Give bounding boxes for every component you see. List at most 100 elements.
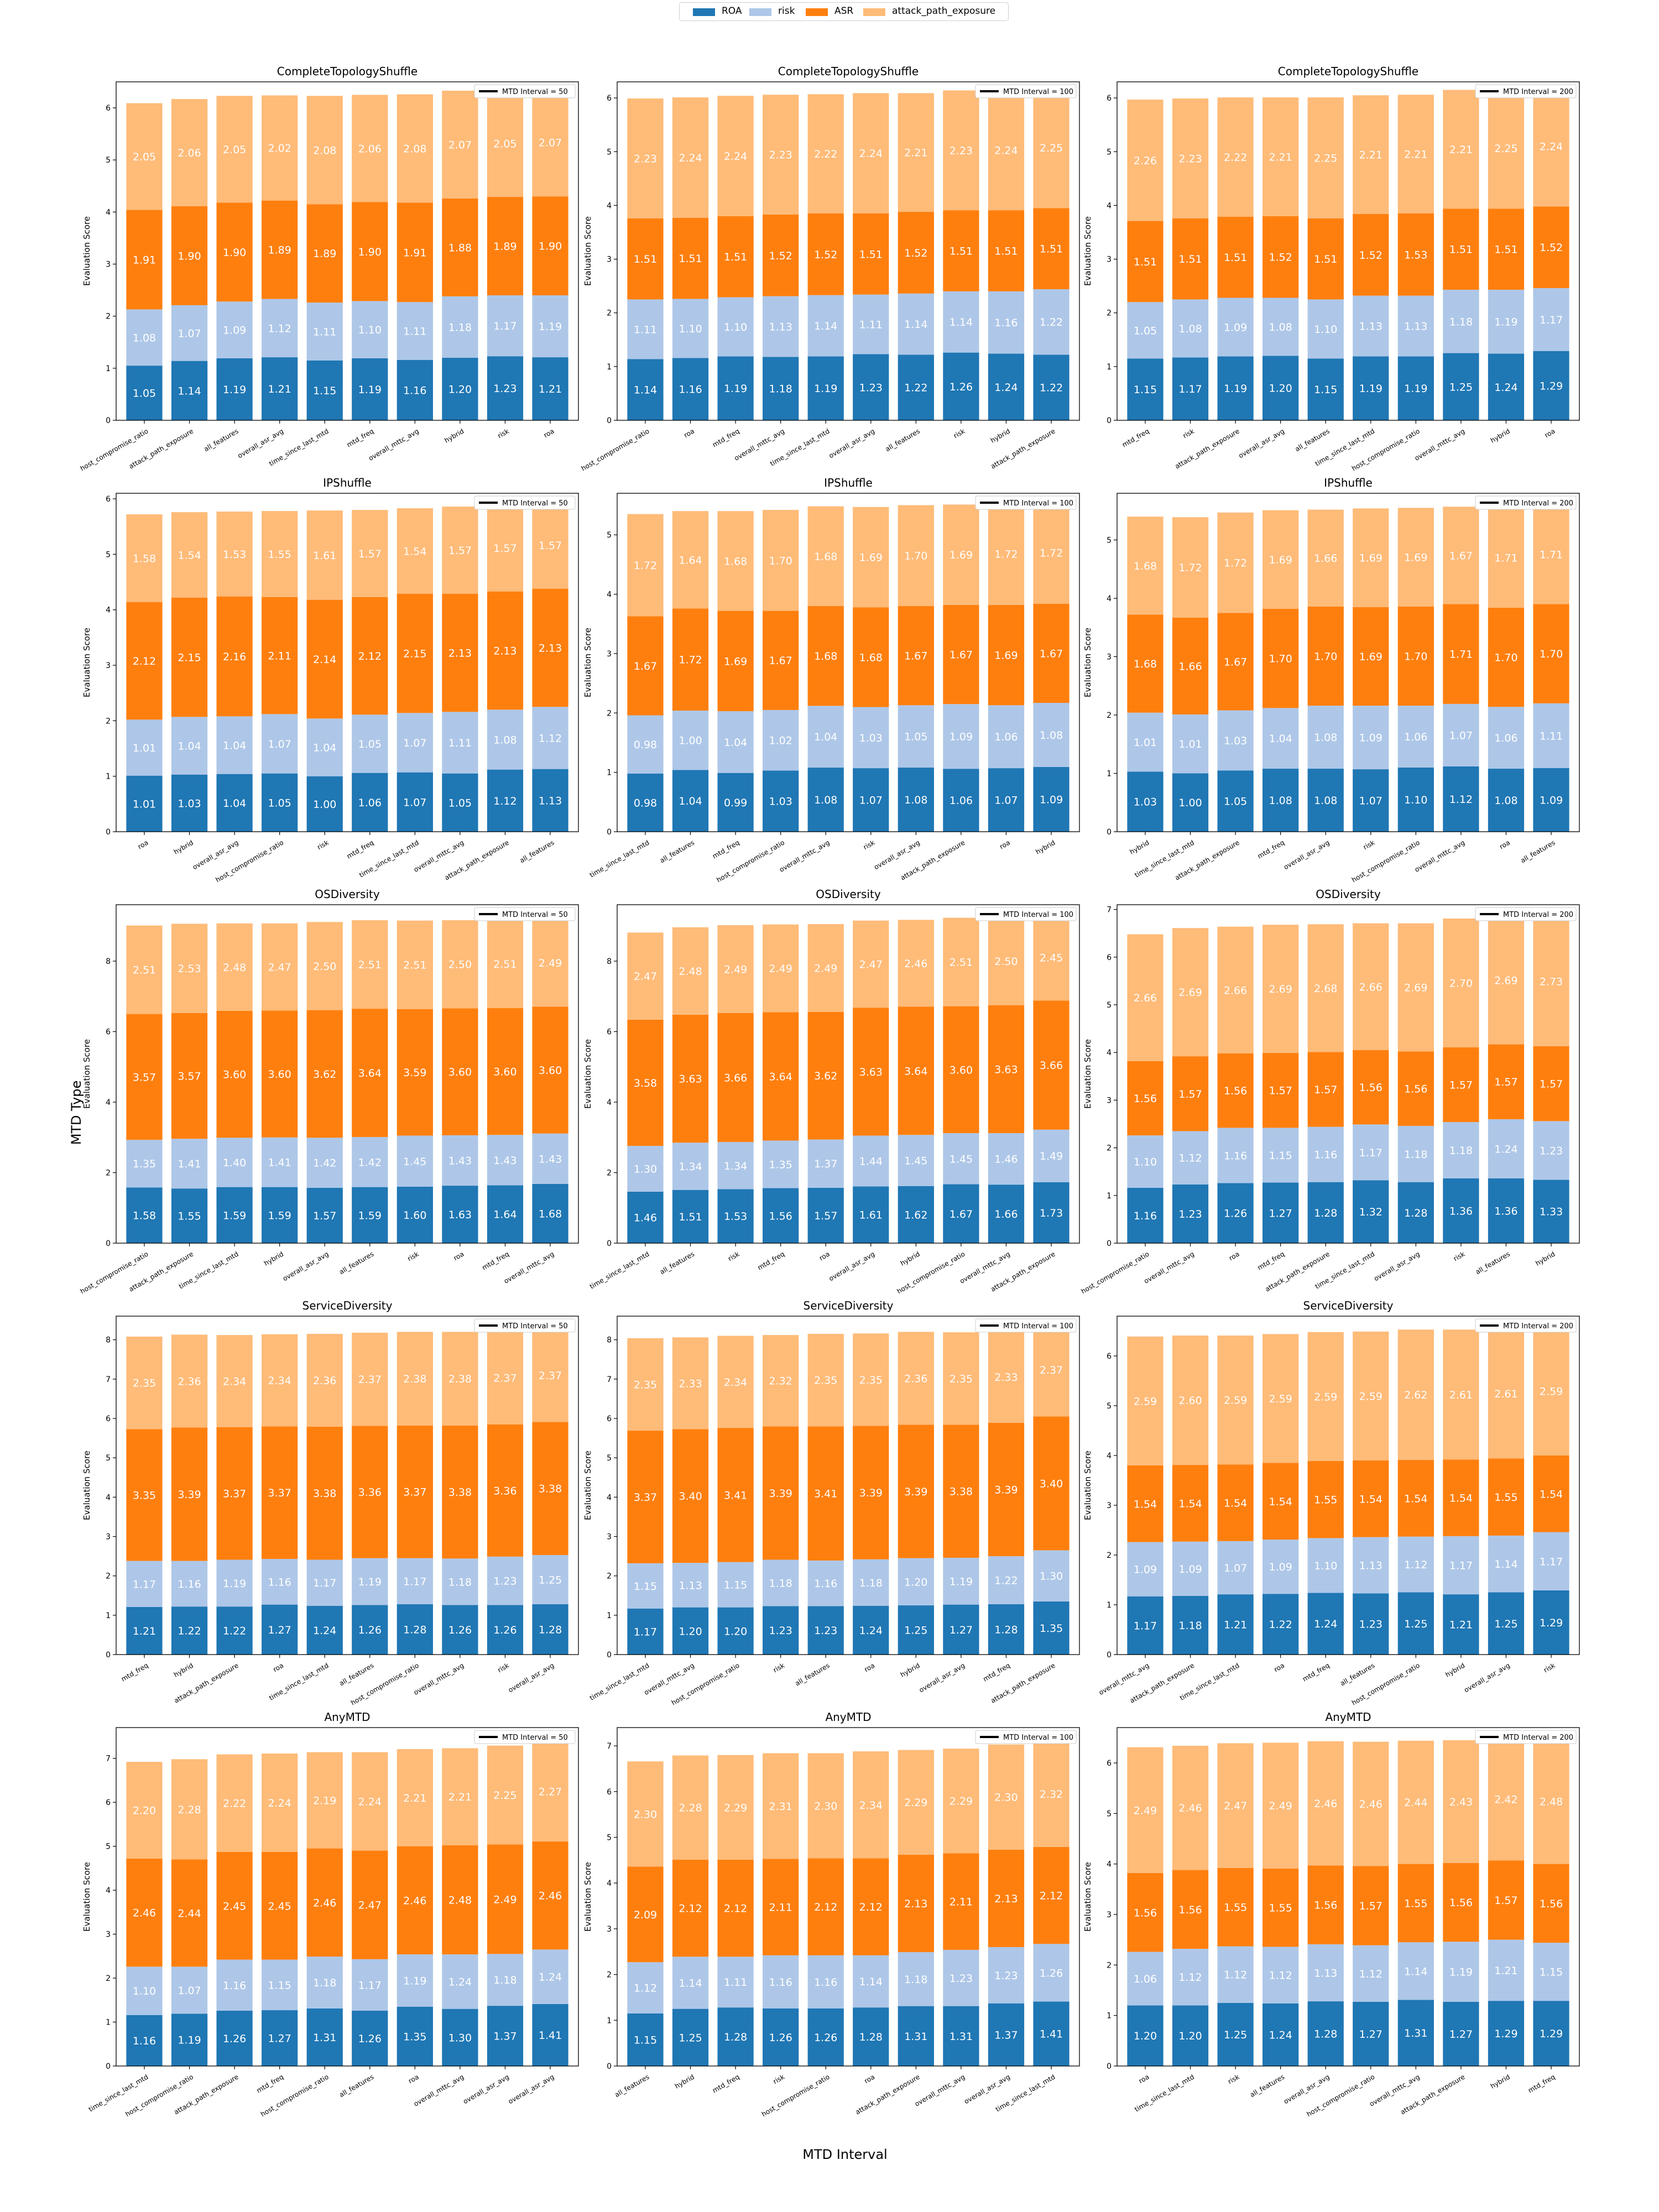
bar-value-label: 1.25	[679, 2032, 702, 2044]
bar-segment-ASR	[306, 1426, 343, 1560]
bar-segment-ROA	[1533, 768, 1569, 832]
bar-value-label: 1.34	[679, 1161, 702, 1173]
bar-value-label: 1.11	[448, 737, 472, 749]
bar-segment-ROA	[126, 1187, 163, 1243]
bar-segment-ROA	[171, 774, 208, 832]
bar-segment-ROA	[1488, 353, 1525, 420]
bar-segment-ROA	[1307, 2001, 1344, 2066]
bar-value-label: 2.24	[679, 152, 702, 164]
y-tick-label: 1	[607, 769, 612, 778]
bar-segment-attack-path-exposure	[943, 1332, 979, 1425]
bar-segment-risk	[672, 710, 709, 770]
panel-legend-label: MTD Interval = 50	[502, 88, 568, 96]
bar-value-label: 2.36	[178, 1375, 201, 1387]
bar-segment-ROA	[126, 366, 163, 420]
bar-value-label: 2.16	[223, 651, 246, 663]
x-tick-label: roa	[863, 2073, 877, 2085]
bar-value-label: 1.11	[403, 326, 426, 338]
bar-value-label: 1.02	[769, 735, 792, 747]
bar-value-label: 2.66	[1359, 981, 1383, 993]
bar-value-label: 1.70	[1540, 648, 1563, 660]
bar-segment-attack-path-exposure	[1262, 97, 1299, 216]
bar-segment-attack-path-exposure	[352, 510, 388, 597]
bar-segment-risk	[487, 1556, 524, 1605]
x-tick-label: overall_asr_avg	[918, 1661, 967, 1694]
bar-value-label: 1.52	[1540, 242, 1563, 254]
bar-segment-ASR	[1217, 216, 1254, 298]
bar-segment-ROA	[126, 2015, 163, 2066]
bar-segment-ROA	[672, 1607, 709, 1655]
bar-segment-ROA	[397, 1187, 433, 1243]
bar-segment-ASR	[672, 608, 709, 711]
bar-segment-ROA	[763, 2008, 799, 2066]
bar-value-label: 1.25	[1449, 381, 1473, 393]
bar-value-label: 1.26	[950, 381, 973, 393]
bar-segment-attack-path-exposure	[1033, 502, 1070, 604]
figure-xlabel: MTD Interval	[802, 2147, 888, 2162]
bar-value-label: 1.54	[1449, 1493, 1473, 1505]
bar-value-label: 1.52	[769, 250, 792, 262]
bar-value-label: 1.29	[1540, 380, 1563, 392]
x-tick-label: hybrid	[1534, 1250, 1556, 1267]
bar-value-label: 1.12	[1224, 1969, 1247, 1981]
bar-segment-risk	[1488, 1119, 1525, 1178]
legend-swatch	[749, 8, 771, 16]
bar-segment-ROA	[807, 356, 844, 420]
bar-value-label: 1.19	[358, 384, 382, 396]
bar-value-label: 1.23	[1178, 1208, 1202, 1220]
bar-segment-ASR	[807, 1011, 844, 1140]
bar-value-label: 1.64	[493, 1209, 517, 1221]
bar-segment-ROA	[672, 358, 709, 420]
legend-label: attack_path_exposure	[892, 6, 996, 17]
bar-value-label: 1.18	[1404, 1149, 1427, 1161]
y-tick-label: 2	[1107, 1551, 1112, 1560]
bar-segment-risk	[672, 1957, 709, 2009]
bar-segment-attack-path-exposure	[1262, 510, 1299, 609]
y-tick-label: 0	[106, 828, 111, 837]
bar-segment-ASR	[1307, 218, 1344, 300]
chart-title: IPShuffle	[824, 476, 873, 489]
x-tick-label: overall_asr_avg	[1373, 1250, 1421, 1282]
bar-value-label: 2.09	[634, 1909, 657, 1921]
bar-segment-risk	[1397, 1536, 1434, 1593]
panel-legend-box	[975, 84, 1077, 98]
bar-segment-ROA	[807, 2008, 844, 2066]
plot-frame	[1117, 904, 1580, 1244]
bar-value-label: 2.48	[223, 962, 246, 974]
bar-value-label: 1.07	[994, 795, 1018, 807]
bar-value-label: 1.18	[859, 1577, 883, 1589]
bar-value-label: 1.70	[904, 550, 927, 562]
bar-value-label: 1.08	[493, 734, 517, 746]
panel-legend-label: MTD Interval = 100	[1003, 88, 1073, 96]
bar-value-label: 3.41	[724, 1489, 747, 1501]
plot-frame	[617, 81, 1080, 421]
bar-value-label: 1.17	[358, 1979, 382, 1991]
y-axis-label: Evaluation Score	[1083, 1451, 1093, 1520]
bar-value-label: 1.57	[358, 548, 382, 560]
bar-segment-ROA	[442, 2008, 478, 2066]
bar-value-label: 2.29	[950, 1796, 973, 1808]
bar-value-label: 1.16	[814, 1578, 837, 1590]
bar-value-label: 3.38	[448, 1486, 472, 1499]
y-axis-label: Evaluation Score	[1083, 216, 1093, 286]
bar-segment-risk	[672, 1563, 709, 1608]
bar-segment-ASR	[352, 1850, 388, 1959]
bar-value-label: 3.37	[634, 1491, 657, 1504]
bar-value-label: 1.22	[223, 1625, 246, 1637]
bar-segment-risk	[763, 1140, 799, 1188]
bar-segment-risk	[763, 1559, 799, 1606]
bar-value-label: 1.09	[1040, 794, 1063, 806]
chart-title: ServiceDiversity	[1303, 1299, 1394, 1312]
bar-segment-attack-path-exposure	[1172, 1335, 1209, 1465]
bar-segment-ASR	[1172, 1465, 1209, 1542]
bar-segment-attack-path-exposure	[853, 93, 889, 213]
x-tick-label: hybrid	[1034, 838, 1056, 855]
bar-segment-attack-path-exposure	[717, 925, 754, 1013]
bar-value-label: 1.17	[1178, 383, 1202, 395]
y-axis-label: Evaluation Score	[82, 628, 92, 697]
bar-segment-ASR	[988, 1422, 1025, 1557]
bar-segment-ASR	[1033, 1846, 1070, 1944]
bar-segment-ASR	[1353, 1050, 1389, 1125]
y-tick-label: 1	[106, 364, 111, 373]
x-tick-label: roa	[682, 427, 696, 439]
